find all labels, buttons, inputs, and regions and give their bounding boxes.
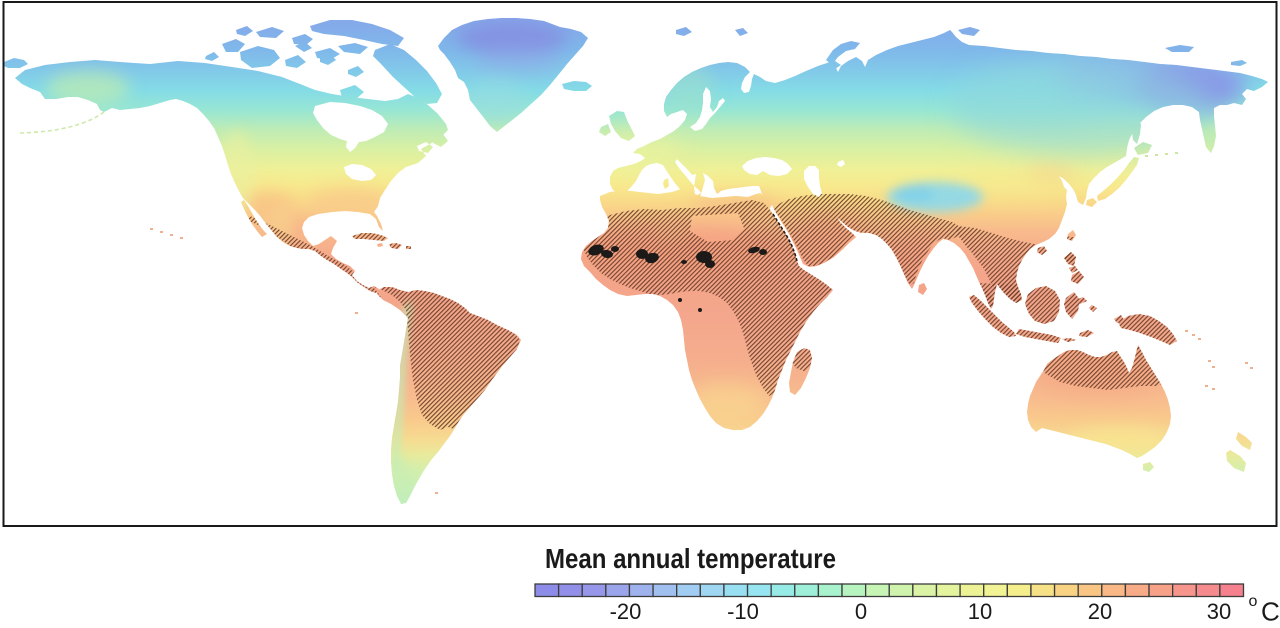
svg-text:C: C	[1261, 597, 1280, 624]
svg-text:-20: -20	[610, 599, 642, 623]
svg-text:0: 0	[855, 599, 867, 623]
svg-text:o: o	[1249, 593, 1258, 610]
svg-text:10: 10	[968, 599, 992, 623]
svg-text:30: 30	[1207, 599, 1231, 623]
svg-text:Mean annual temperature: Mean annual temperature	[545, 543, 836, 574]
svg-text:-10: -10	[727, 599, 759, 623]
svg-text:20: 20	[1088, 599, 1112, 623]
